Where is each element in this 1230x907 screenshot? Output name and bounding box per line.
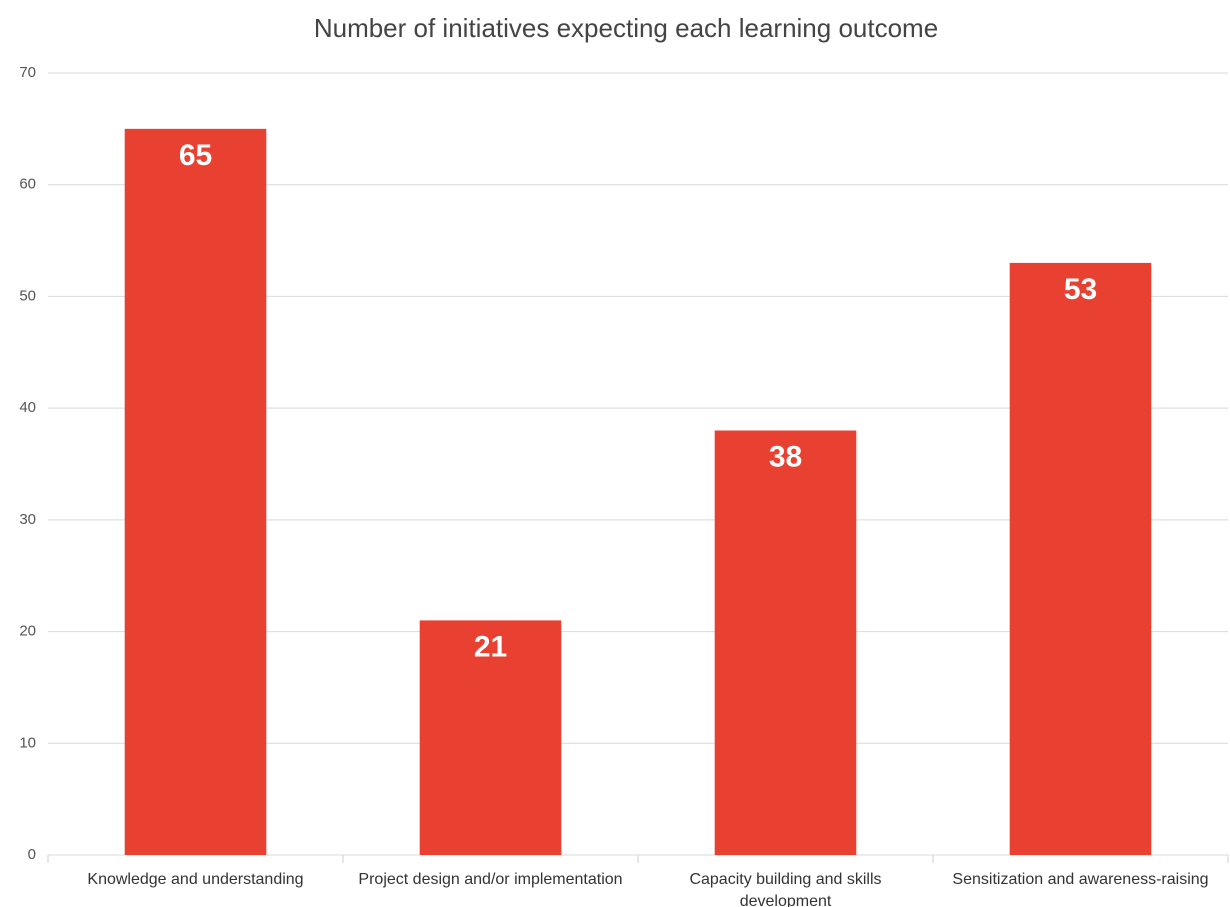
y-tick-label: 40 <box>19 399 36 416</box>
y-tick-label: 70 <box>19 64 36 81</box>
y-tick-label: 30 <box>19 511 36 528</box>
category-separators <box>47 855 1229 863</box>
x-tick-label: Capacity building and skills development <box>689 871 881 907</box>
bar <box>714 430 857 855</box>
value-label: 65 <box>179 139 212 172</box>
y-tick-label: 20 <box>19 623 36 640</box>
y-tick-label: 0 <box>28 846 36 863</box>
chart-title: Number of initiatives expecting each lea… <box>314 13 938 43</box>
x-tick-label: Sensitization and awareness-raising <box>952 871 1208 888</box>
y-tick-label: 50 <box>19 287 36 304</box>
bar <box>419 620 562 855</box>
bar <box>1009 262 1152 855</box>
value-label: 38 <box>769 440 802 473</box>
value-label: 21 <box>474 630 507 663</box>
y-tick-label: 60 <box>19 176 36 193</box>
value-label: 53 <box>1064 273 1097 306</box>
bar <box>124 128 267 855</box>
y-tick-label: 10 <box>19 734 36 751</box>
x-tick-label: Project design and/or implementation <box>358 871 622 888</box>
x-tick-label: Knowledge and understanding <box>87 871 303 888</box>
